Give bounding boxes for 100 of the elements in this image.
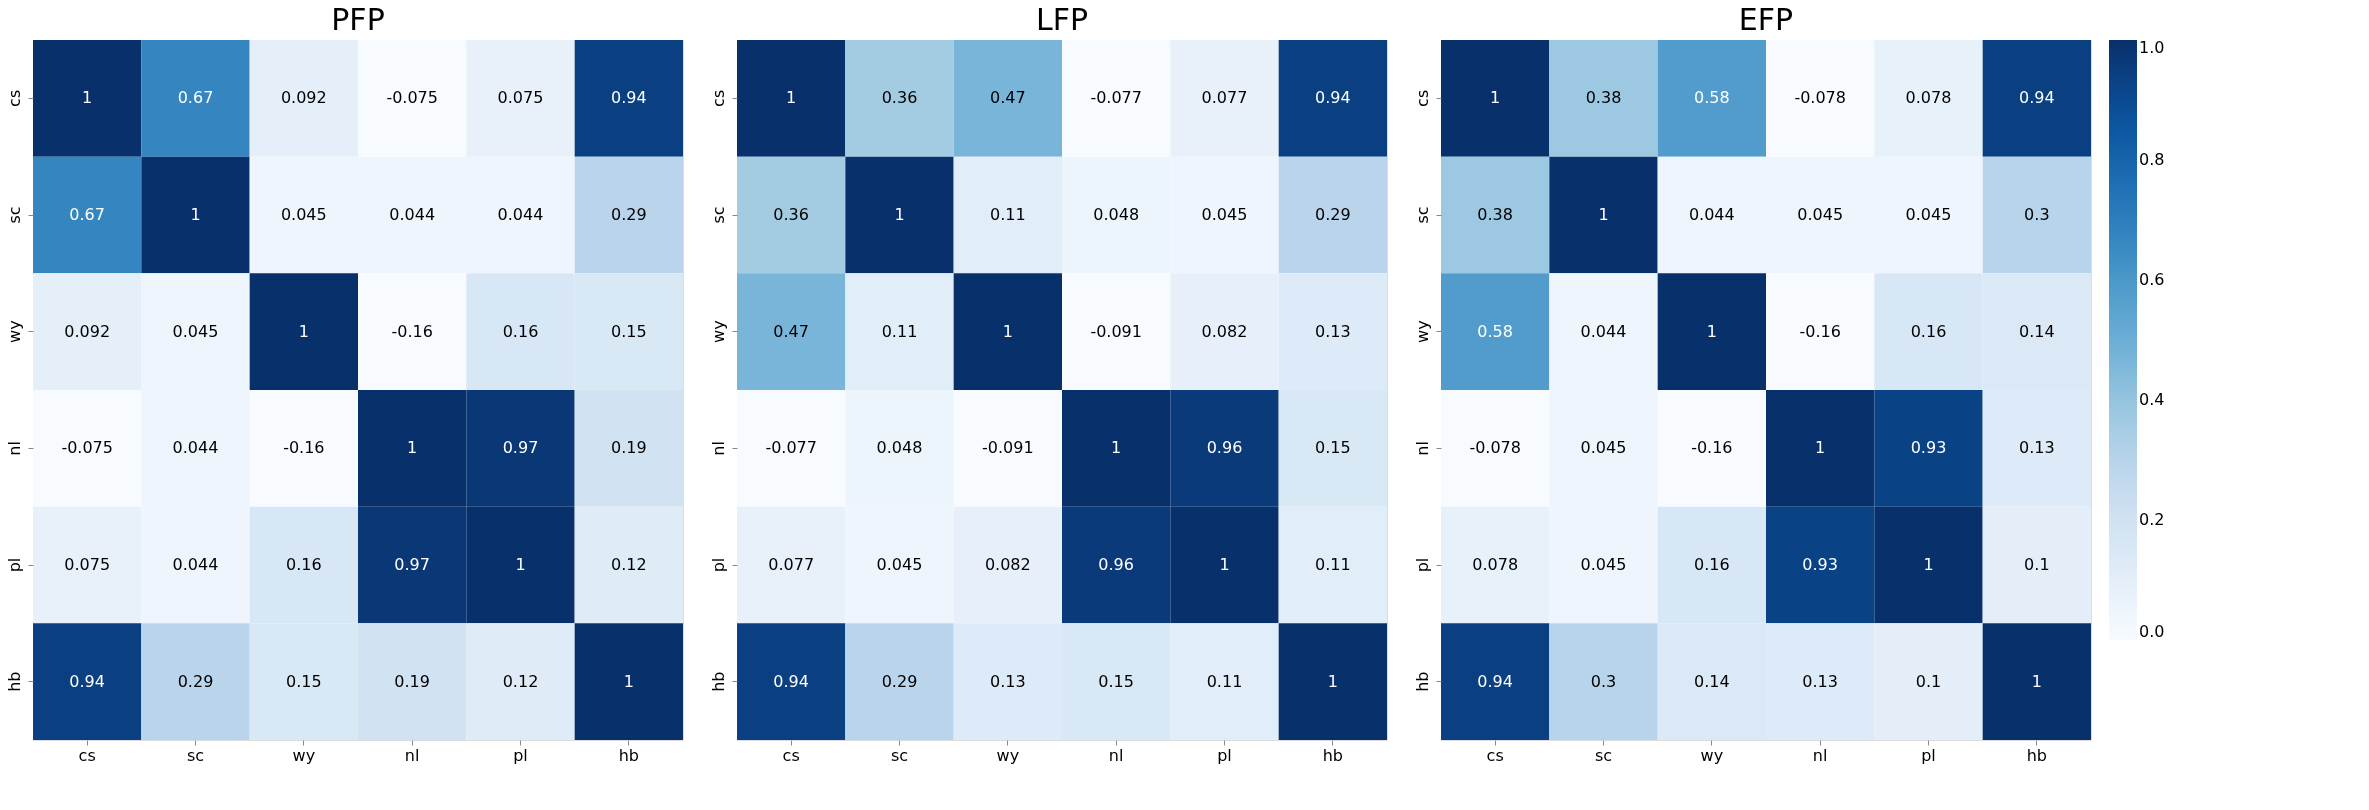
data-label: 0.14: [1694, 671, 1730, 691]
data-label: 0.044: [1580, 321, 1627, 341]
data-label: 1: [515, 555, 526, 574]
data-label: 0.16: [286, 555, 322, 574]
color-bar-label: 0.8: [2139, 150, 2165, 169]
data-label: 0.044: [172, 438, 219, 458]
data-label: -0.091: [1090, 321, 1142, 341]
y-tick-label: cs: [4, 89, 24, 107]
data-label: 0.19: [611, 438, 647, 458]
data-label: 0.13: [990, 671, 1026, 691]
data-label: 0.67: [177, 88, 214, 108]
data-label: 0.11: [1315, 555, 1351, 574]
data-label: 0.94: [1315, 88, 1351, 108]
data-label: 1: [190, 205, 201, 224]
data-label: 1: [298, 321, 309, 341]
x-tick-label: cs: [1486, 745, 1504, 765]
x-tick-label: wy: [292, 745, 316, 765]
data-label: 0.3: [1590, 671, 1617, 691]
x-tick-label: hb: [2026, 745, 2047, 765]
y-tick-label: hb: [708, 671, 728, 692]
data-label: 0.045: [876, 555, 923, 574]
data-label: 1: [1706, 321, 1717, 341]
y-tick-label: nl: [1412, 441, 1432, 456]
data-label: -0.075: [386, 88, 438, 108]
data-label: -0.16: [1799, 321, 1841, 341]
y-tick-label: wy: [4, 320, 24, 343]
data-label: 0.048: [1093, 205, 1140, 224]
data-label: -0.078: [1469, 438, 1521, 458]
y-tick-label: pl: [708, 557, 728, 573]
data-label: 0.14: [2019, 321, 2055, 341]
data-label: 0.38: [1477, 205, 1513, 224]
data-label: 0.16: [1694, 555, 1730, 574]
x-tick-label: nl: [404, 745, 420, 765]
data-label: 0.19: [394, 671, 430, 691]
data-label: 0.075: [64, 555, 111, 574]
data-label: 0.38: [1585, 88, 1622, 108]
data-label: 0.077: [768, 555, 815, 574]
data-label: 0.58: [1477, 321, 1513, 341]
data-label: 0.092: [64, 321, 111, 341]
data-label: 0.94: [69, 671, 105, 691]
y-tick-label: sc: [708, 206, 728, 224]
x-tick-label: nl: [1812, 745, 1828, 765]
data-label: 1: [407, 438, 418, 458]
data-label: 1: [1598, 205, 1609, 224]
color-bar-label: 0.2: [2139, 510, 2165, 529]
data-label: 0.1: [1915, 671, 1942, 691]
data-label: 1: [786, 88, 797, 108]
data-label: 0.044: [389, 205, 436, 224]
y-tick-label: nl: [4, 441, 24, 456]
data-label: 0.94: [611, 88, 647, 108]
y-tick-label: nl: [708, 441, 728, 456]
data-label: 0.94: [1477, 671, 1513, 691]
data-label: 0.11: [990, 205, 1026, 224]
data-label: -0.16: [391, 321, 433, 341]
data-label: -0.091: [982, 438, 1034, 458]
data-label: -0.075: [61, 438, 113, 458]
data-label: 0.045: [1201, 205, 1248, 224]
data-label: 0.36: [773, 205, 809, 224]
data-label: 0.12: [611, 555, 647, 574]
data-label: 0.13: [1315, 321, 1351, 341]
x-tick-label: hb: [1322, 745, 1343, 765]
data-label: 0.044: [497, 205, 544, 224]
x-tick-label: sc: [186, 745, 205, 765]
data-label: 1: [1815, 438, 1826, 458]
data-label: 0.16: [502, 321, 539, 341]
data-label: 1: [894, 205, 905, 224]
data-label: 0.045: [172, 321, 219, 341]
data-label: 0.3: [2024, 205, 2050, 224]
data-label: -0.077: [765, 438, 817, 458]
data-label: 1: [1923, 555, 1934, 574]
x-tick-label: nl: [1108, 745, 1124, 765]
data-label: 0.97: [394, 555, 430, 574]
data-label: 0.045: [280, 205, 327, 224]
data-label: 1: [1111, 438, 1122, 458]
data-label: 0.16: [1910, 321, 1947, 341]
data-label: 0.93: [1910, 438, 1947, 458]
y-tick-label: hb: [1412, 671, 1432, 692]
data-label: 1: [1327, 671, 1338, 691]
y-tick-label: pl: [4, 557, 24, 573]
data-label: 1: [82, 88, 93, 108]
data-label: 1: [1002, 321, 1013, 341]
chart-title: LFP: [1035, 2, 1089, 37]
data-label: 1: [1490, 88, 1501, 108]
data-label: 0.045: [1797, 205, 1844, 224]
data-label: 0.082: [1201, 321, 1248, 341]
data-label: 0.58: [1694, 88, 1730, 108]
x-tick-label: pl: [513, 745, 528, 765]
x-tick-label: wy: [1700, 745, 1724, 765]
data-label: 0.94: [773, 671, 809, 691]
x-tick-label: hb: [618, 745, 639, 765]
data-label: 0.93: [1802, 555, 1838, 574]
data-label: 0.11: [1206, 671, 1243, 691]
y-tick-label: wy: [1412, 320, 1432, 343]
data-label: 0.11: [881, 321, 918, 341]
data-label: 0.15: [1315, 438, 1351, 458]
y-tick-label: pl: [1412, 557, 1432, 573]
data-label: 0.67: [69, 205, 105, 224]
x-tick-label: sc: [1594, 745, 1613, 765]
data-label: 1: [623, 671, 634, 691]
data-label: 0.092: [280, 88, 327, 108]
